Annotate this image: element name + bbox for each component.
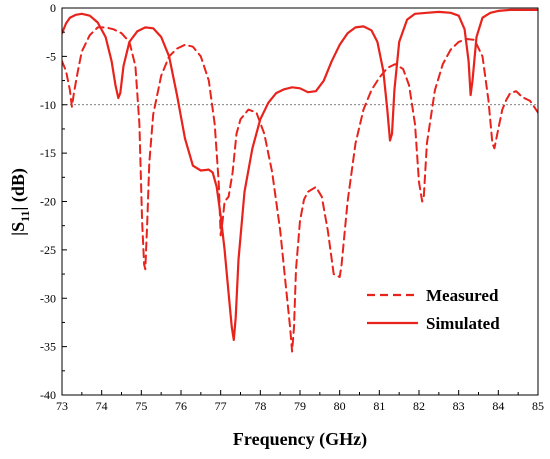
y-tick-label: -25: [40, 243, 56, 257]
y-tick-label: -15: [40, 146, 56, 160]
y-tick-label: -40: [40, 388, 56, 402]
y-axis-title-main: |S: [8, 222, 28, 236]
x-tick-label: 78: [254, 399, 266, 413]
y-axis-ticks: 0 -5 -10 -15 -20 -25 -30 -35 -40: [40, 1, 67, 402]
y-tick-label: -35: [40, 340, 56, 354]
x-tick-label: 84: [492, 399, 504, 413]
y-tick-label: -10: [40, 98, 56, 112]
x-tick-label: 76: [175, 399, 187, 413]
legend: Measured Simulated: [367, 286, 500, 333]
x-tick-label: 85: [532, 399, 544, 413]
series-line-simulated: [62, 8, 538, 341]
y-tick-label: -30: [40, 291, 56, 305]
x-tick-label: 73: [56, 399, 68, 413]
y-tick-label: 0: [50, 1, 56, 15]
x-axis-title: Frequency (GHz): [233, 429, 367, 450]
x-tick-label: 81: [373, 399, 385, 413]
x-tick-label: 79: [294, 399, 306, 413]
y-axis-title-subscript: 11: [18, 211, 32, 222]
x-tick-label: 82: [413, 399, 425, 413]
y-tick-label: -5: [46, 49, 56, 63]
x-tick-label: 83: [453, 399, 465, 413]
y-axis-title-end: | (dB): [8, 168, 29, 210]
series-line-measured: [62, 26, 538, 353]
x-tick-label: 77: [215, 399, 227, 413]
x-axis-ticks: 73 74 75 76 77 78 79 80 81 82 83 84 85: [56, 390, 544, 413]
legend-label-measured: Measured: [426, 286, 499, 305]
x-tick-label: 80: [334, 399, 346, 413]
legend-label-simulated: Simulated: [426, 314, 500, 333]
x-tick-label: 75: [135, 399, 147, 413]
y-axis-title: |S11| (dB): [8, 168, 32, 236]
x-tick-label: 74: [96, 399, 108, 413]
plot-area: [62, 8, 538, 395]
y-tick-label: -20: [40, 195, 56, 209]
series-group: [62, 8, 538, 353]
